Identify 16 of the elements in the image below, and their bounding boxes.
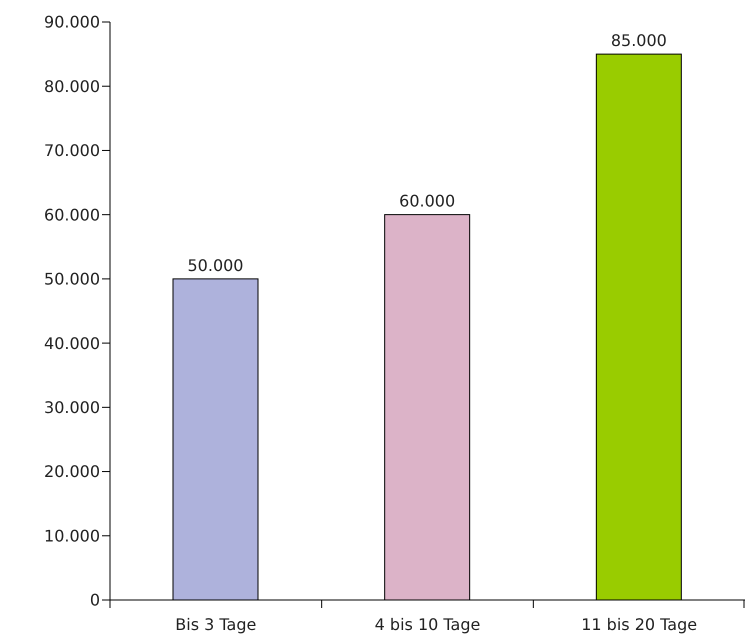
- y-tick-label: 60.000: [44, 205, 100, 224]
- y-tick-label: 20.000: [44, 462, 100, 482]
- data-label: 60.000: [399, 192, 456, 211]
- y-tick-label: 50.000: [44, 270, 100, 289]
- y-tick-label: 10.000: [44, 526, 100, 546]
- x-tick-label: 11 bis 20 Tage: [581, 615, 698, 634]
- x-tick-label: 4 bis 10 Tage: [374, 615, 480, 634]
- y-tick-label: 80.000: [44, 76, 100, 96]
- data-label: 50.000: [188, 256, 244, 275]
- y-tick-label: 0: [90, 590, 100, 610]
- y-tick-label: 40.000: [44, 334, 100, 353]
- y-tick-label: 70.000: [44, 141, 100, 160]
- data-label: 85.000: [610, 31, 667, 50]
- y-tick-label: 30.000: [44, 398, 100, 418]
- y-tick-label: 90.000: [44, 12, 100, 32]
- x-tick-label: Bis 3 Tage: [175, 615, 256, 634]
